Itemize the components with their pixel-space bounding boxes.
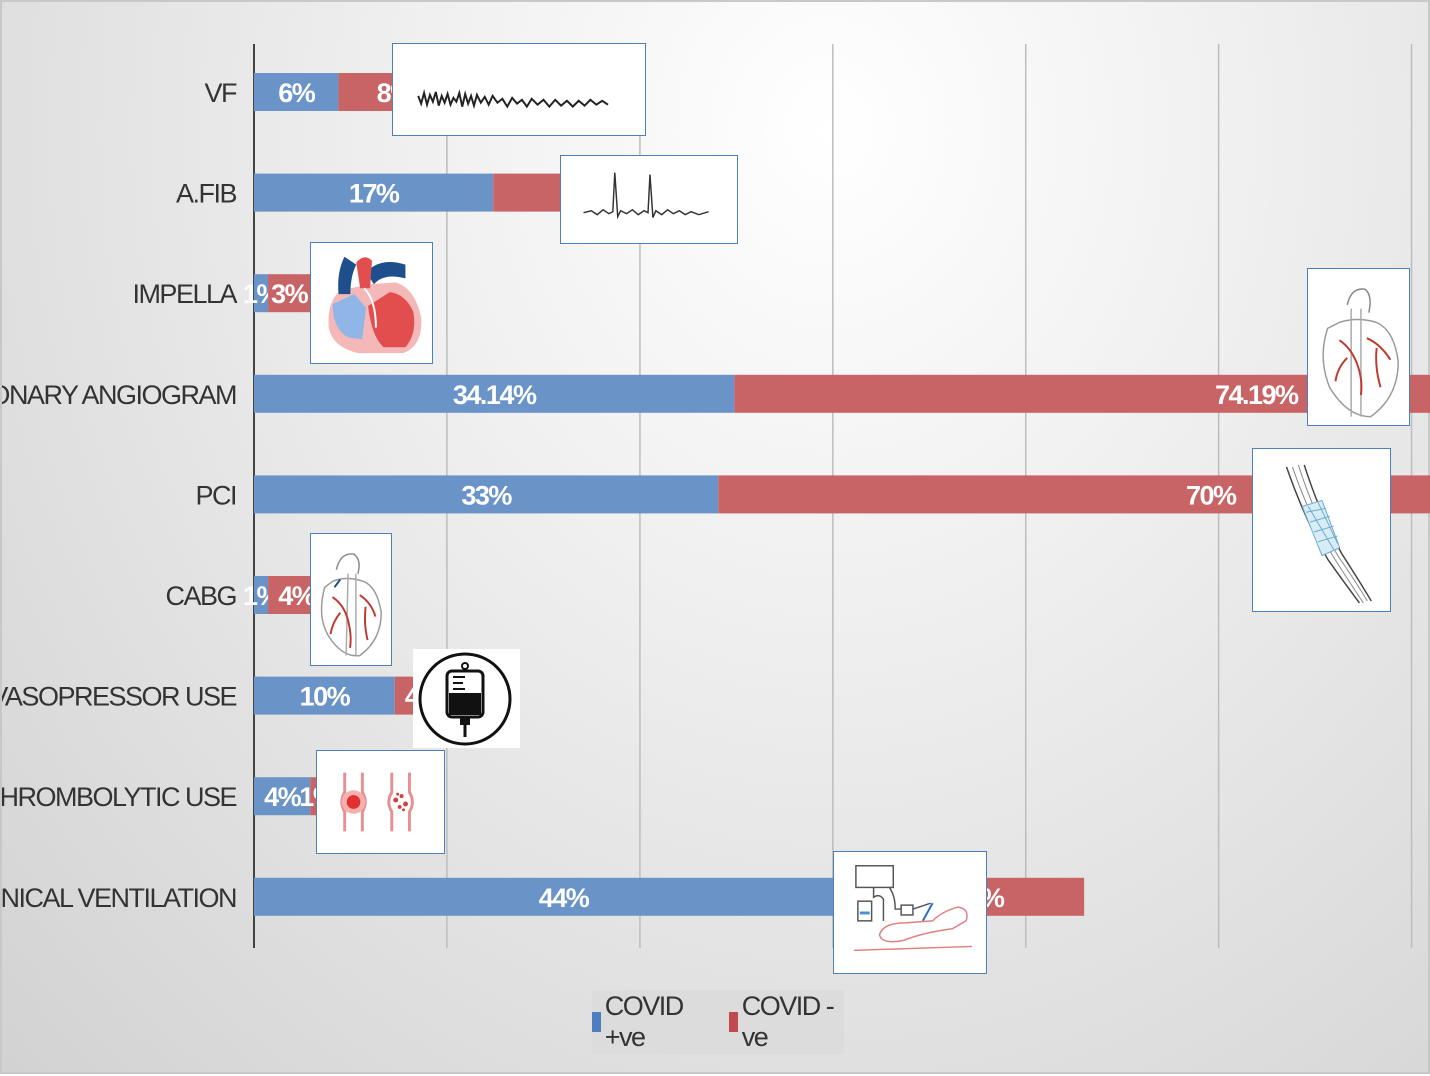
ventilator-icon xyxy=(833,851,987,974)
bar-pci-covid-positive xyxy=(254,475,719,514)
bar-label-pci-covid-positive: 33% xyxy=(461,480,512,510)
bar-label-a-fib-covid-positive: 17% xyxy=(349,179,400,209)
vf-ecg-icon xyxy=(392,43,646,136)
legend-label-covid-positive: COVID +ve xyxy=(604,991,685,1052)
bar-label-vasopressor-use-covid-positive: 10% xyxy=(300,682,351,712)
bar-label-pci-covid-negative: 70% xyxy=(1186,480,1237,510)
bar-label-thrombolytic-use-covid-positive: 4% xyxy=(264,782,302,812)
cabg-heart-icon xyxy=(310,533,392,666)
category-label-pci: PCI xyxy=(195,480,236,510)
category-label-mechanical-ventilation: MECHANICAL VENTILATION xyxy=(2,883,236,913)
bar-thrombolytic-use-covid-positive xyxy=(254,777,311,816)
bar-vasopressor-use-covid-positive xyxy=(254,676,395,715)
bar-mechanical-ventilation-covid-positive xyxy=(254,877,874,916)
bar-impella-covid-negative xyxy=(268,274,311,313)
legend-swatch-covid-negative xyxy=(728,1012,738,1032)
impella-heart-icon xyxy=(310,242,433,364)
legend-swatch-covid-positive xyxy=(592,1012,601,1032)
afib-ecg-icon xyxy=(560,155,738,244)
category-label-a-fib: A.FIB xyxy=(176,179,237,209)
bar-a-fib-covid-positive xyxy=(254,173,494,212)
category-label-impella: IMPELLA xyxy=(132,279,237,309)
bar-label-coronary-angiogram-covid-positive: 34.14% xyxy=(453,380,537,410)
category-label-vasopressor-use: VASOPRESSOR USE xyxy=(2,682,236,712)
bar-impella-covid-positive xyxy=(254,274,269,313)
stent-icon xyxy=(1252,448,1391,612)
bar-label-impella-covid-negative: 3% xyxy=(271,279,309,309)
category-label-coronary-angiogram: CORONARY ANGIOGRAM xyxy=(2,380,236,410)
chart-legend: COVID +ve COVID -ve xyxy=(592,990,844,1054)
legend-item-covid-positive: COVID +ve xyxy=(592,991,713,1053)
bar-coronary-angiogram-covid-positive xyxy=(254,374,735,413)
artery-clot-icon xyxy=(316,750,445,854)
category-label-thrombolytic-use: THROMBOLYTIC USE xyxy=(2,782,236,812)
bar-label-mechanical-ventilation-covid-positive: 44% xyxy=(539,883,590,913)
legend-label-covid-negative: COVID -ve xyxy=(741,991,835,1052)
bar-vf-covid-positive xyxy=(254,73,339,111)
bar-cabg-covid-positive xyxy=(254,576,269,614)
category-label-vf: VF xyxy=(204,78,237,108)
bar-label-vf-covid-positive: 6% xyxy=(278,78,316,108)
bar-label-coronary-angiogram-covid-negative: 74.19% xyxy=(1215,380,1299,410)
iv-bag-icon xyxy=(413,649,520,748)
coronary-heart-icon xyxy=(1307,268,1410,426)
category-label-cabg: CABG xyxy=(165,581,236,611)
legend-item-covid-negative: COVID -ve xyxy=(728,991,844,1053)
